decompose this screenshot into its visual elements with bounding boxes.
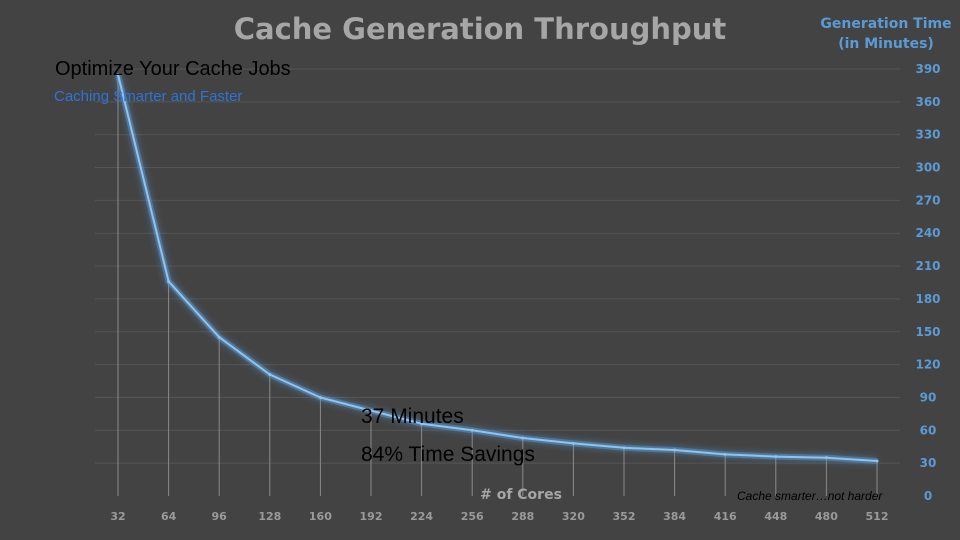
y-axis-ticks: 0 30 60 90 120 150 180 210 240 270 300 330 360 390 — [915, 62, 940, 503]
x-tick-label: 512 — [866, 510, 889, 523]
data-point — [116, 72, 120, 76]
data-point — [470, 428, 474, 432]
y-tick-label: 120 — [915, 358, 940, 372]
series-line — [117, 74, 878, 462]
y-tick-label: 0 — [924, 489, 932, 503]
y-tick-label: 180 — [915, 292, 940, 306]
footnote: Cache smarter…not harder — [737, 489, 883, 503]
y-axis-title-line-1: Generation Time — [820, 16, 952, 32]
x-axis-ticks: 32 64 96 128 160 192 224 256 288 320 352 384 416 448 4… — [110, 510, 888, 523]
y-tick-label: 240 — [915, 226, 940, 240]
data-point — [318, 395, 322, 399]
x-tick-label: 192 — [360, 510, 383, 523]
data-point — [723, 452, 727, 456]
slide-subheading: Caching Smarter and Faster — [54, 88, 243, 105]
x-tick-label: 160 — [309, 510, 332, 523]
series — [115, 72, 879, 464]
x-tick-label: 448 — [764, 510, 787, 523]
y-tick-label: 90 — [920, 390, 937, 404]
slide-heading: Optimize Your Cache Jobs — [55, 58, 291, 80]
y-axis-title-line-2: (in Minutes) — [838, 36, 934, 52]
x-tick-label: 128 — [258, 510, 281, 523]
y-tick-label: 360 — [915, 95, 940, 109]
data-point — [622, 446, 626, 450]
x-tick-label: 480 — [815, 510, 838, 523]
chart-title: Cache Generation Throughput — [233, 12, 727, 46]
y-tick-label: 210 — [915, 259, 940, 273]
y-tick-label: 330 — [915, 128, 940, 142]
data-point — [774, 455, 778, 459]
x-tick-label: 96 — [212, 510, 228, 523]
data-point — [673, 448, 677, 452]
data-point — [167, 279, 171, 283]
x-tick-label: 224 — [410, 510, 433, 523]
data-point — [571, 441, 575, 445]
x-tick-label: 416 — [714, 510, 737, 523]
data-point — [420, 422, 424, 426]
y-tick-label: 60 — [920, 423, 937, 437]
callout-savings: 84% Time Savings — [361, 443, 535, 466]
series-line-glow — [115, 73, 878, 464]
x-tick-label: 256 — [461, 510, 484, 523]
data-point — [521, 436, 525, 440]
gridlines — [95, 68, 900, 464]
callout-minutes: 37 Minutes — [361, 405, 464, 428]
x-tick-label: 320 — [562, 510, 585, 523]
x-tick-label: 384 — [663, 510, 686, 523]
x-tick-label: 352 — [613, 510, 636, 523]
x-tick-label: 288 — [511, 510, 534, 523]
data-point — [369, 409, 373, 413]
data-point — [217, 335, 221, 339]
y-tick-label: 300 — [915, 161, 940, 175]
y-tick-label: 270 — [915, 193, 940, 207]
drop-lines — [117, 74, 878, 496]
y-tick-label: 30 — [920, 456, 937, 470]
x-axis-label: # of Cores — [480, 487, 562, 503]
data-point — [268, 372, 272, 376]
data-point — [824, 456, 828, 460]
y-axis-title: Generation Time (in Minutes) — [806, 14, 960, 54]
y-tick-label: 390 — [915, 62, 940, 76]
x-tick-label: 32 — [110, 510, 125, 523]
y-tick-label: 150 — [915, 325, 940, 339]
x-tick-label: 64 — [161, 510, 177, 523]
data-point — [875, 459, 879, 463]
